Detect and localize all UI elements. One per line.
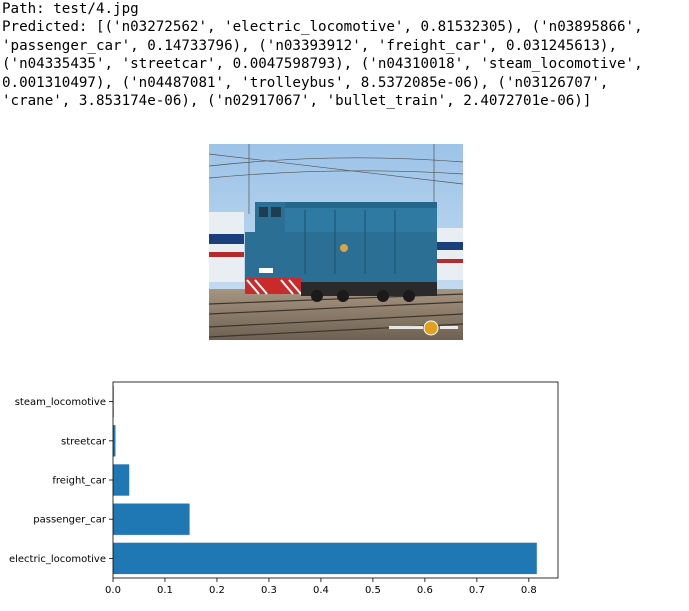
plot-area: electric_locomotive passenger_car freight_… bbox=[9, 381, 559, 596]
predicted-line: 0.001310497), ('n04487081', 'trolleybus'… bbox=[2, 74, 609, 91]
x-tick-label: 0.3 bbox=[261, 585, 277, 596]
x-tick-label: 0.1 bbox=[157, 585, 173, 596]
x-tick-label: 0.7 bbox=[469, 585, 485, 596]
x-tick-label: 0.2 bbox=[209, 585, 225, 596]
bar-electric_locomotive bbox=[113, 542, 537, 575]
y-tick-label: freight_car bbox=[52, 476, 107, 487]
cell-output: Path: test/4.jpg Predicted: [('n03272562'… bbox=[2, 0, 686, 110]
y-tick-label: passenger_car bbox=[33, 515, 107, 526]
path-line: Path: test/4.jpg bbox=[2, 1, 139, 17]
locomotive bbox=[245, 202, 437, 302]
train-photo bbox=[209, 144, 463, 340]
predicted-line: Predicted: [('n03272562', 'electric_loco… bbox=[2, 19, 643, 36]
bar-chart-svg: electric_locomotive passenger_car freight_… bbox=[9, 381, 559, 596]
predicted-line: 'passenger_car', 0.14733796), ('n0339391… bbox=[2, 37, 617, 54]
x-tick-label: 0.0 bbox=[105, 585, 121, 596]
ground bbox=[209, 289, 463, 340]
x-tick-label: 0.8 bbox=[521, 585, 537, 596]
bar-passenger_car bbox=[113, 503, 190, 535]
passenger-cars bbox=[209, 212, 463, 282]
y-tick-label: streetcar bbox=[61, 436, 107, 447]
x-tick-label: 0.5 bbox=[365, 585, 381, 596]
y-tick-label: steam_locomotive bbox=[15, 397, 106, 408]
bar-freight_car bbox=[113, 464, 130, 496]
train-photo-drawing bbox=[209, 144, 463, 340]
bar-streetcar bbox=[113, 425, 116, 457]
plot-frame bbox=[112, 381, 559, 579]
y-tick-label: electric_locomotive bbox=[9, 554, 106, 565]
x-tick-label: 0.6 bbox=[417, 585, 433, 596]
predicted-line: 'crane', 3.853174e-06), ('n02917067', 'b… bbox=[2, 93, 592, 110]
watermark bbox=[389, 320, 458, 336]
prediction-chart: electric_locomotive passenger_car freight_… bbox=[0, 370, 689, 606]
catenary-wires bbox=[209, 144, 463, 254]
x-tick-label: 0.4 bbox=[313, 585, 329, 596]
predicted-line: ('n04335435', 'streetcar', 0.0047598793)… bbox=[2, 56, 643, 73]
